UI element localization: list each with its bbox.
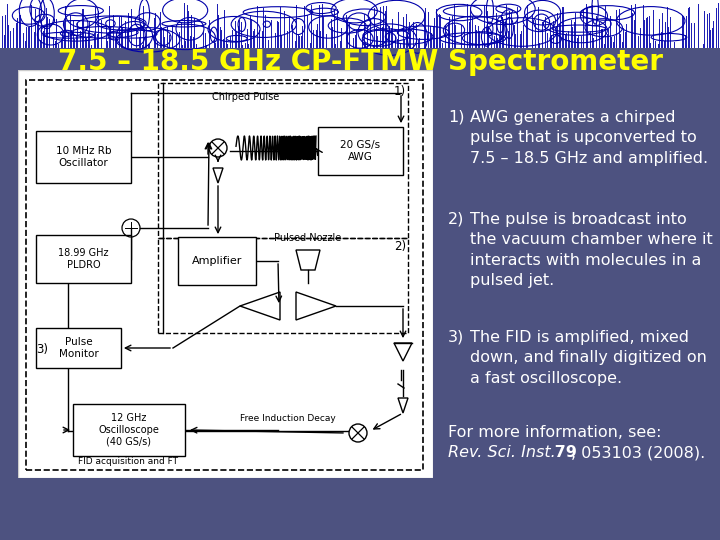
Text: , 053103 (2008).: , 053103 (2008). — [571, 445, 706, 460]
Text: 1): 1) — [394, 85, 406, 98]
Text: 12 GHz
Oscilloscope
(40 GS/s): 12 GHz Oscilloscope (40 GS/s) — [99, 414, 159, 447]
Bar — [73, 404, 185, 456]
Text: 1): 1) — [448, 110, 464, 125]
Text: Chirped Pulse: Chirped Pulse — [212, 92, 279, 102]
Text: 2): 2) — [448, 212, 464, 227]
Bar — [36, 328, 121, 368]
Text: 3): 3) — [36, 343, 48, 356]
Bar — [36, 131, 131, 183]
Bar — [158, 83, 408, 238]
Text: 7.5 – 18.5 GHz CP-FTMW Spectrometer: 7.5 – 18.5 GHz CP-FTMW Spectrometer — [58, 48, 662, 76]
Text: Amplifier: Amplifier — [192, 256, 242, 266]
Bar — [318, 127, 403, 175]
Text: FID acquisition and FT: FID acquisition and FT — [78, 457, 178, 466]
Text: Pulsed Nozzle: Pulsed Nozzle — [274, 233, 341, 243]
Text: 79: 79 — [549, 445, 577, 460]
Text: AWG generates a chirped
pulse that is upconverted to
7.5 – 18.5 GHz and amplifie: AWG generates a chirped pulse that is up… — [470, 110, 708, 166]
Text: Free Induction Decay: Free Induction Decay — [240, 414, 336, 423]
Text: The FID is amplified, mixed
down, and finally digitized on
a fast oscilloscope.: The FID is amplified, mixed down, and fi… — [470, 330, 707, 386]
Text: Rev. Sci. Inst.: Rev. Sci. Inst. — [448, 445, 556, 460]
Text: For more information, see:: For more information, see: — [448, 425, 662, 440]
Text: 18.99 GHz
PLDRO: 18.99 GHz PLDRO — [58, 248, 109, 270]
Bar — [178, 237, 256, 285]
Text: 10 MHz Rb
Oscillator: 10 MHz Rb Oscillator — [55, 146, 112, 168]
Text: The pulse is broadcast into
the vacuum chamber where it
interacts with molecules: The pulse is broadcast into the vacuum c… — [470, 212, 713, 288]
Bar — [0, 0, 720, 48]
Text: 3): 3) — [448, 330, 464, 345]
Text: 2): 2) — [394, 240, 406, 253]
Bar — [36, 235, 131, 283]
Text: 20 GS/s
AWG: 20 GS/s AWG — [341, 140, 381, 162]
Bar — [158, 238, 408, 333]
Text: Pulse
Monitor: Pulse Monitor — [58, 337, 99, 359]
